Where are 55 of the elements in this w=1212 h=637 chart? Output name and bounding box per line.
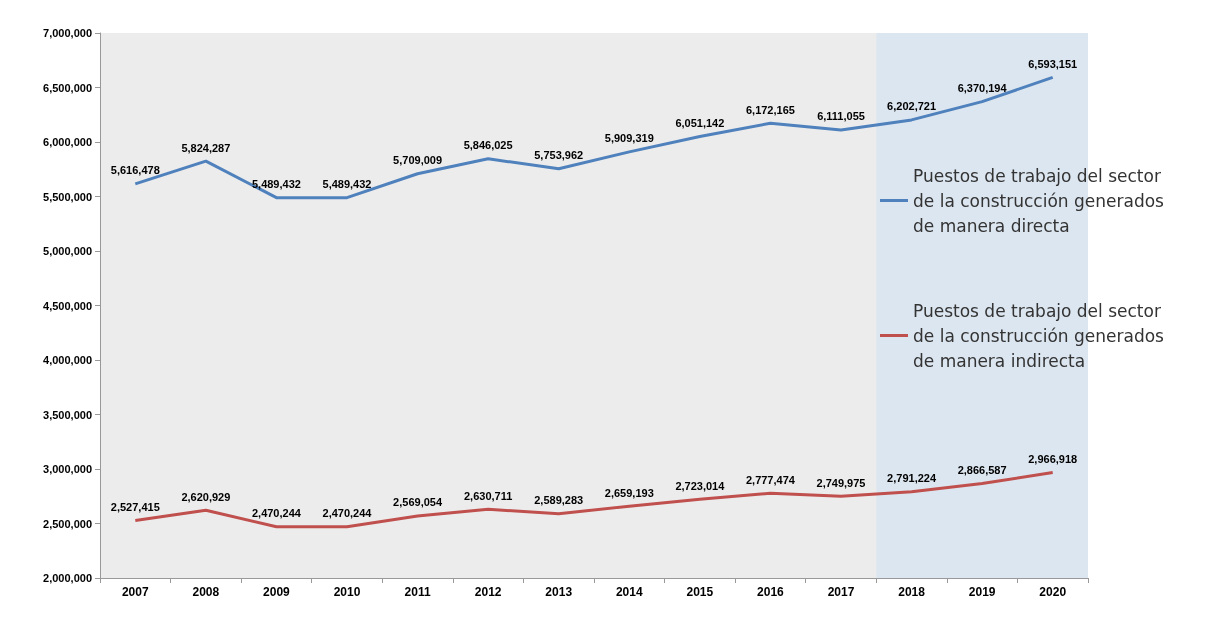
y-tick-label: 4,000,000 (43, 354, 92, 366)
data-label: 5,709,009 (393, 154, 443, 167)
data-label: 5,753,962 (534, 149, 584, 162)
data-label: 2,659,193 (604, 486, 654, 499)
x-tick-label: 2008 (192, 585, 220, 599)
x-tick-label: 2013 (545, 585, 573, 599)
data-label: 2,470,244 (251, 507, 302, 520)
x-tick-label: 2017 (827, 585, 855, 599)
x-tick-label: 2011 (404, 585, 431, 599)
data-label: 2,527,415 (110, 501, 160, 514)
y-tick-label: 5,500,000 (43, 190, 92, 203)
data-label: 6,370,194 (957, 82, 1008, 95)
x-tick-label: 2015 (686, 585, 714, 599)
y-tick-label: 3,000,000 (43, 463, 92, 475)
y-tick-label: 5,000,000 (43, 245, 92, 257)
x-tick-label: 2010 (333, 585, 361, 599)
x-tick-label: 2016 (757, 585, 785, 599)
legend-label: Puestos de trabajo del sector de la construcción generados de manera indirecta (913, 300, 1170, 371)
data-label: 5,616,478 (110, 164, 160, 177)
y-tick-label: 4,500,000 (43, 299, 92, 312)
x-tick-label: 2019 (968, 585, 996, 599)
data-label: 5,824,287 (181, 141, 231, 154)
legend-label: Puestos de trabajo del sector de la construcción generados de manera directa (913, 165, 1170, 236)
data-label: 6,202,721 (887, 100, 937, 113)
data-label: 2,569,054 (393, 496, 443, 509)
data-label: 5,489,432 (322, 178, 372, 191)
data-label: 5,846,025 (463, 139, 513, 152)
x-tick-label: 2018 (898, 585, 926, 599)
data-label: 5,909,319 (604, 132, 654, 145)
y-tick-label: 6,000,000 (43, 136, 92, 148)
y-tick-label: 7,000,000 (43, 27, 92, 39)
x-tick-label: 2012 (474, 585, 502, 599)
data-label: 2,791,224 (887, 472, 937, 485)
data-label: 2,777,474 (745, 473, 796, 486)
data-label: 6,593,151 (1028, 57, 1078, 70)
data-label: 6,051,142 (675, 116, 725, 129)
data-label: 2,589,283 (534, 494, 584, 507)
data-label: 2,470,244 (322, 507, 373, 520)
data-label: 2,620,929 (181, 490, 231, 503)
y-tick-label: 3,500,000 (43, 408, 92, 421)
x-tick-label: 2014 (615, 585, 643, 599)
data-label: 2,749,975 (816, 476, 866, 489)
data-label: 2,866,587 (957, 464, 1007, 477)
data-label: 5,489,432 (251, 178, 301, 191)
y-tick-label: 6,500,000 (43, 81, 92, 94)
y-tick-label: 2,000,000 (43, 572, 92, 584)
data-label: 2,630,711 (463, 489, 513, 502)
data-label: 2,966,918 (1028, 453, 1078, 466)
data-label: 6,172,165 (745, 103, 795, 116)
x-tick-label: 2020 (1039, 585, 1067, 599)
x-tick-label: 2009 (263, 585, 291, 599)
y-tick-label: 2,500,000 (43, 517, 92, 530)
x-tick-label: 2007 (121, 585, 149, 599)
data-label: 6,111,055 (817, 110, 865, 123)
data-label: 2,723,014 (675, 479, 726, 492)
